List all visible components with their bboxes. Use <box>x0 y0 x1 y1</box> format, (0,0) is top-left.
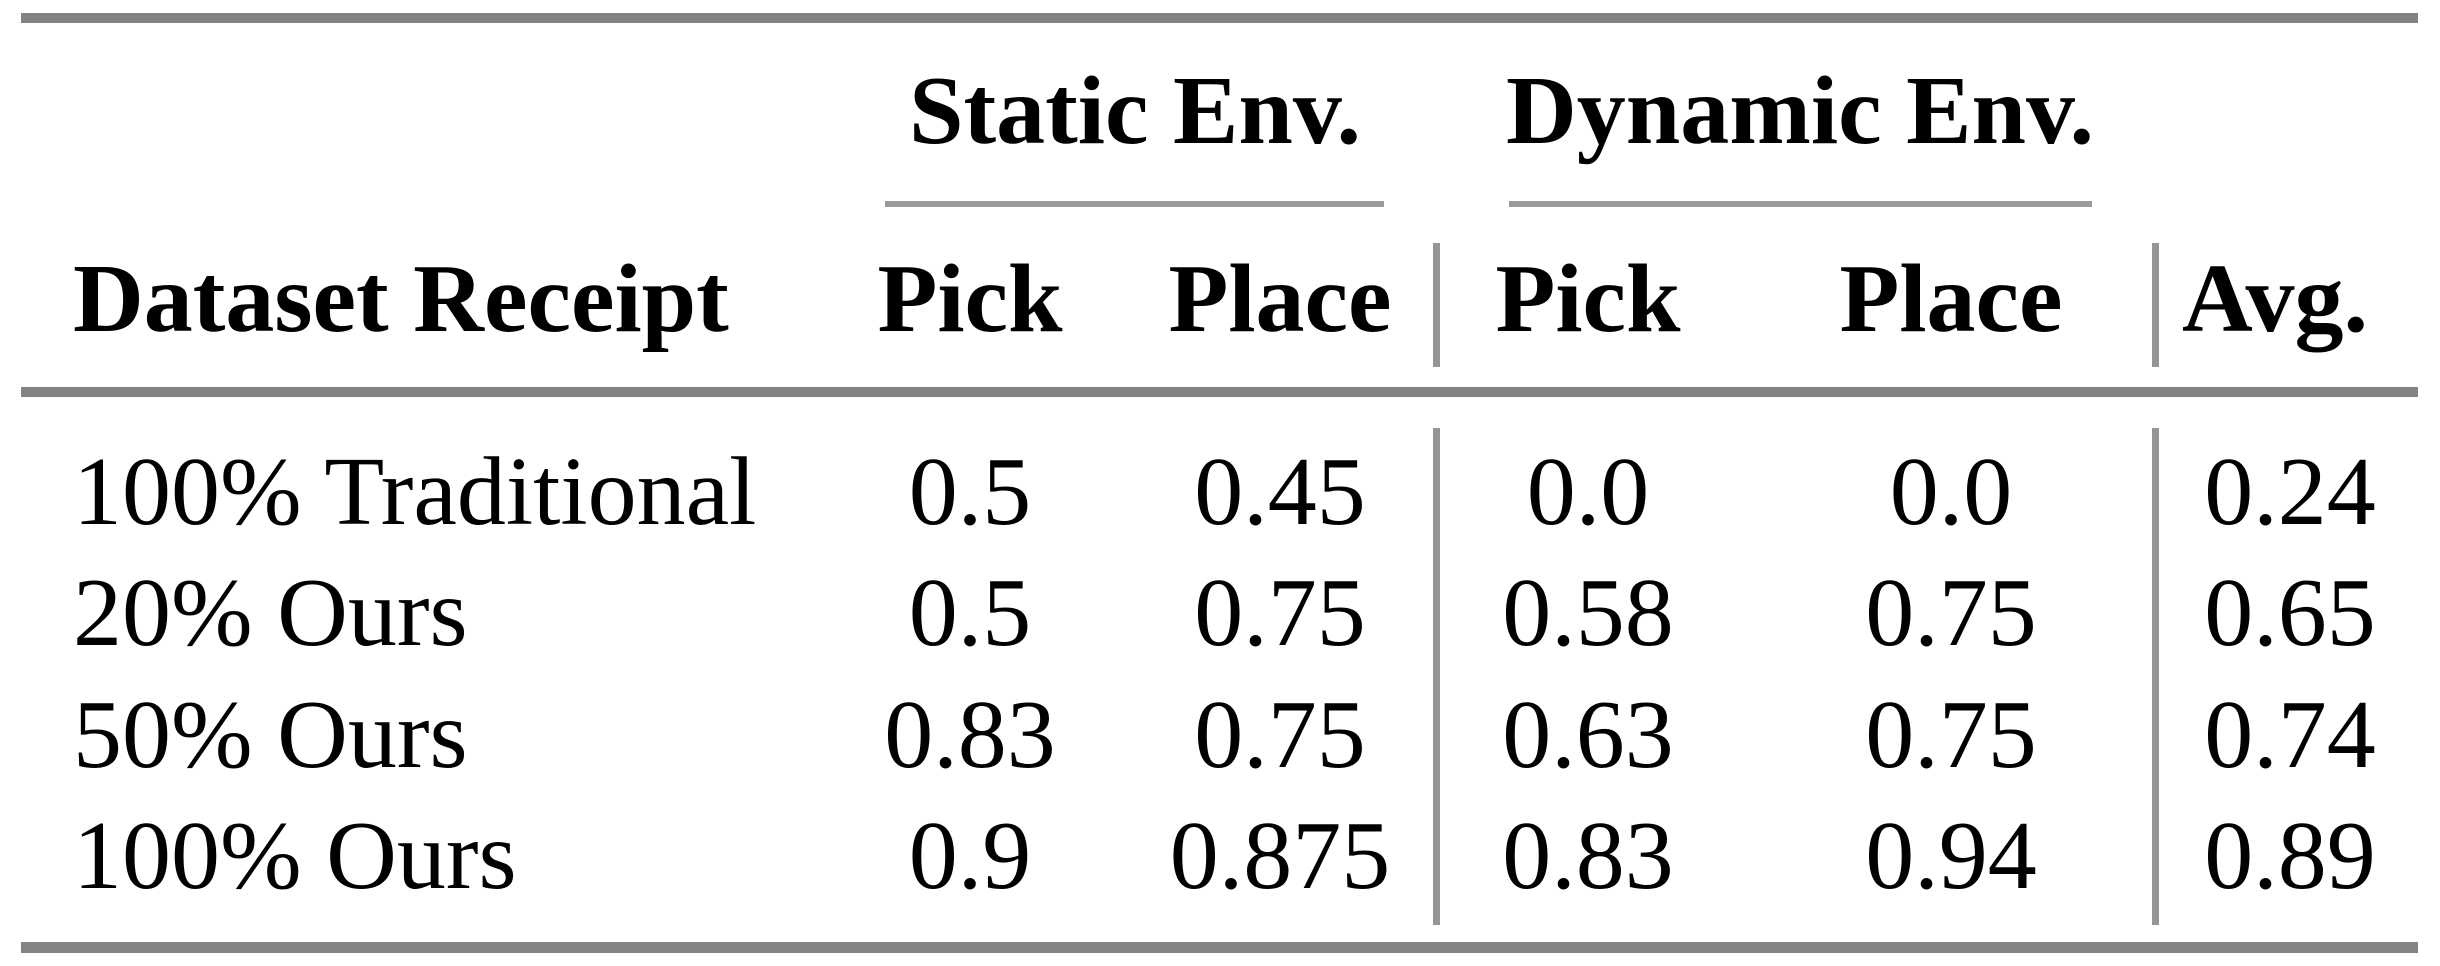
col-header-static-pick: Pick <box>877 245 1063 353</box>
cell-avg: 0.65 <box>2204 559 2376 667</box>
table-header-rule <box>21 387 2418 397</box>
cell-static-place: 0.75 <box>1194 559 1366 667</box>
cell-avg: 0.74 <box>2204 681 2376 789</box>
cell-static-pick: 0.5 <box>908 559 1032 667</box>
cell-dynamic-place: 0.0 <box>1889 438 2013 546</box>
cell-static-place: 0.45 <box>1194 438 1366 546</box>
col-header-dynamic-pick: Pick <box>1495 245 1681 353</box>
vertical-rule-avg-body <box>2152 428 2159 925</box>
col-header-dataset-receipt: Dataset Receipt <box>73 245 729 353</box>
vertical-rule-avg-header <box>2152 243 2159 367</box>
vertical-rule-static-dynamic-header <box>1433 243 1440 367</box>
cell-dynamic-place: 0.94 <box>1865 802 2037 910</box>
group-header-dynamic-env: Dynamic Env. <box>1505 57 2095 165</box>
col-header-dynamic-place: Place <box>1839 245 2063 353</box>
cell-static-pick: 0.9 <box>908 802 1032 910</box>
vertical-rule-static-dynamic-body <box>1433 428 1440 925</box>
cell-dynamic-place: 0.75 <box>1865 559 2037 667</box>
table-bottom-rule <box>21 942 2418 953</box>
cmidrule-dynamic-env <box>1509 201 2092 207</box>
row-label: 50% Ours <box>73 681 468 789</box>
cell-avg: 0.89 <box>2204 802 2376 910</box>
col-header-avg: Avg. <box>2182 245 2368 353</box>
cell-static-place: 0.875 <box>1169 802 1391 910</box>
cell-dynamic-pick: 0.0 <box>1526 438 1650 546</box>
row-label: 100% Ours <box>73 802 517 910</box>
cell-static-pick: 0.5 <box>908 438 1032 546</box>
cell-dynamic-pick: 0.58 <box>1502 559 1674 667</box>
cell-static-pick: 0.83 <box>884 681 1056 789</box>
group-header-static-env: Static Env. <box>909 57 1361 165</box>
row-label: 100% Traditional <box>73 438 757 546</box>
cell-dynamic-pick: 0.83 <box>1502 802 1674 910</box>
col-header-static-place: Place <box>1168 245 1392 353</box>
cell-dynamic-pick: 0.63 <box>1502 681 1674 789</box>
cmidrule-static-env <box>885 201 1384 207</box>
row-label: 20% Ours <box>73 559 468 667</box>
table-top-rule <box>21 13 2418 23</box>
cell-avg: 0.24 <box>2204 438 2376 546</box>
cell-dynamic-place: 0.75 <box>1865 681 2037 789</box>
cell-static-place: 0.75 <box>1194 681 1366 789</box>
